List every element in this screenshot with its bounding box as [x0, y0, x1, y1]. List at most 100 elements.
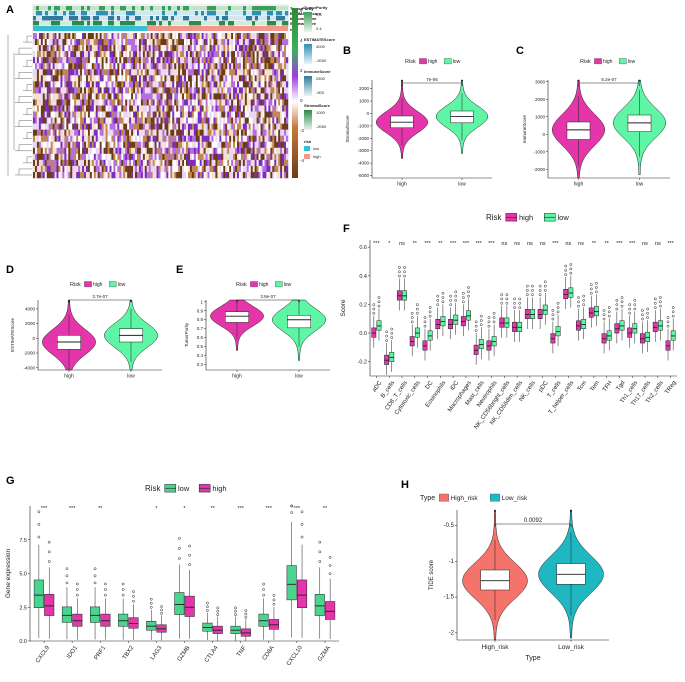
- heatmap-cell: [50, 123, 53, 130]
- heatmap-cell: [101, 81, 104, 88]
- heatmap-cell: [119, 171, 122, 179]
- annotation-cell: [201, 6, 205, 11]
- significance-label: *: [155, 506, 158, 512]
- heatmap-cell: [237, 111, 240, 118]
- heatmap-cell: [191, 159, 195, 167]
- heatmap-cell: [119, 45, 122, 52]
- heatmap-cell: [56, 171, 59, 179]
- heatmap-cell: [121, 45, 124, 52]
- heatmap-cell: [56, 45, 59, 52]
- heatmap-cell: [264, 81, 267, 88]
- heatmap-cell: [109, 93, 112, 100]
- heatmap-cell: [164, 63, 167, 70]
- outlier-point: [595, 281, 598, 285]
- heatmap-cell: [278, 75, 281, 82]
- significance-label: ns: [399, 241, 405, 247]
- heatmap-cell: [166, 45, 169, 52]
- heatmap-cell: [209, 135, 212, 142]
- heatmap-cell: [176, 75, 179, 82]
- heatmap-cell: [225, 75, 228, 82]
- heatmap-cell: [280, 45, 283, 52]
- heatmap-cell: [117, 39, 120, 46]
- y-tick-label: 4000: [25, 306, 36, 311]
- heatmap-cell: [191, 153, 195, 161]
- heatmap-cell: [282, 57, 285, 64]
- heatmap-cell: [48, 69, 51, 76]
- heatmap-cell: [264, 33, 267, 40]
- heatmap-cell: [215, 147, 218, 155]
- heatmap-cell: [136, 111, 140, 118]
- heatmap-cell: [158, 33, 161, 40]
- heatmap-cell: [174, 81, 177, 88]
- heatmap-cell: [242, 105, 246, 112]
- heatmap-cell: [105, 159, 108, 167]
- heatmap-cell: [201, 63, 204, 70]
- heatmap-cell: [56, 93, 59, 100]
- heatmap-cell: [272, 45, 275, 52]
- heatmap-cell: [221, 75, 224, 82]
- annotation-cell: [222, 6, 226, 11]
- heatmap-cell: [142, 39, 146, 46]
- heatmap-cell: [97, 111, 100, 118]
- heatmap-cell: [48, 63, 51, 70]
- heatmap-cell: [195, 105, 198, 112]
- annotation-cell: [219, 16, 223, 21]
- heatmap-cell: [89, 45, 93, 52]
- heatmap-cell: [150, 93, 153, 100]
- heatmap-cell: [33, 159, 36, 167]
- heatmap-cell: [160, 81, 163, 88]
- heatmap-cell: [127, 51, 130, 58]
- heatmap-cell: [274, 147, 277, 155]
- heatmap-cell: [282, 33, 285, 40]
- outlier-point: [500, 293, 504, 297]
- outlier-point: [641, 317, 644, 321]
- heatmap-cell: [274, 165, 277, 173]
- annotation-cell: [69, 11, 73, 16]
- annotation-cell: [285, 21, 289, 26]
- annotation-cell: [279, 6, 283, 11]
- heatmap-cell: [60, 87, 63, 94]
- heatmap-cell: [229, 105, 232, 112]
- heatmap-cell: [174, 111, 177, 118]
- annotation-cell: [42, 16, 46, 21]
- heatmap-cell: [215, 99, 218, 106]
- annotation-cell: [126, 21, 130, 26]
- heatmap-cell: [131, 117, 134, 124]
- outlier-point: [436, 303, 440, 307]
- heatmap-cell: [284, 33, 287, 40]
- heatmap-cell: [158, 135, 161, 142]
- annotation-cell: [249, 21, 253, 26]
- heatmap-cell: [50, 51, 53, 58]
- heatmap-cell: [87, 159, 91, 167]
- annotation-cell: [270, 6, 274, 11]
- outlier-point: [659, 304, 662, 308]
- heatmap-cell: [186, 129, 189, 136]
- heatmap-cell: [117, 51, 120, 58]
- heatmap-cell: [84, 117, 87, 124]
- heatmap-cell: [44, 99, 47, 106]
- heatmap-cell: [170, 153, 173, 161]
- heatmap-cell: [42, 33, 45, 40]
- annotation-cell: [264, 11, 268, 16]
- heatmap-cell: [101, 57, 104, 64]
- annotation-cell: [78, 6, 82, 11]
- heatmap-cell: [152, 33, 155, 40]
- heatmap-cell: [164, 171, 167, 179]
- heatmap-cell: [66, 165, 69, 173]
- heatmap-cell: [62, 87, 65, 94]
- heatmap-cell: [66, 111, 69, 118]
- legend-title: StromalScore: [304, 103, 331, 108]
- heatmap-cell: [127, 75, 130, 82]
- y-tick-label: -0.2: [358, 360, 367, 366]
- annotation-cell: [54, 16, 58, 21]
- heatmap-cell: [78, 93, 81, 100]
- heatmap-cell: [46, 45, 49, 52]
- heatmap-cell: [227, 141, 230, 148]
- heatmap-cell: [242, 75, 246, 82]
- heatmap-cell: [68, 39, 71, 46]
- heatmap-cell: [140, 75, 144, 82]
- heatmap-cell: [176, 147, 179, 155]
- legend-tick: 0.4: [316, 26, 322, 31]
- annotation-cell: [84, 16, 88, 21]
- outlier-point: [188, 553, 192, 557]
